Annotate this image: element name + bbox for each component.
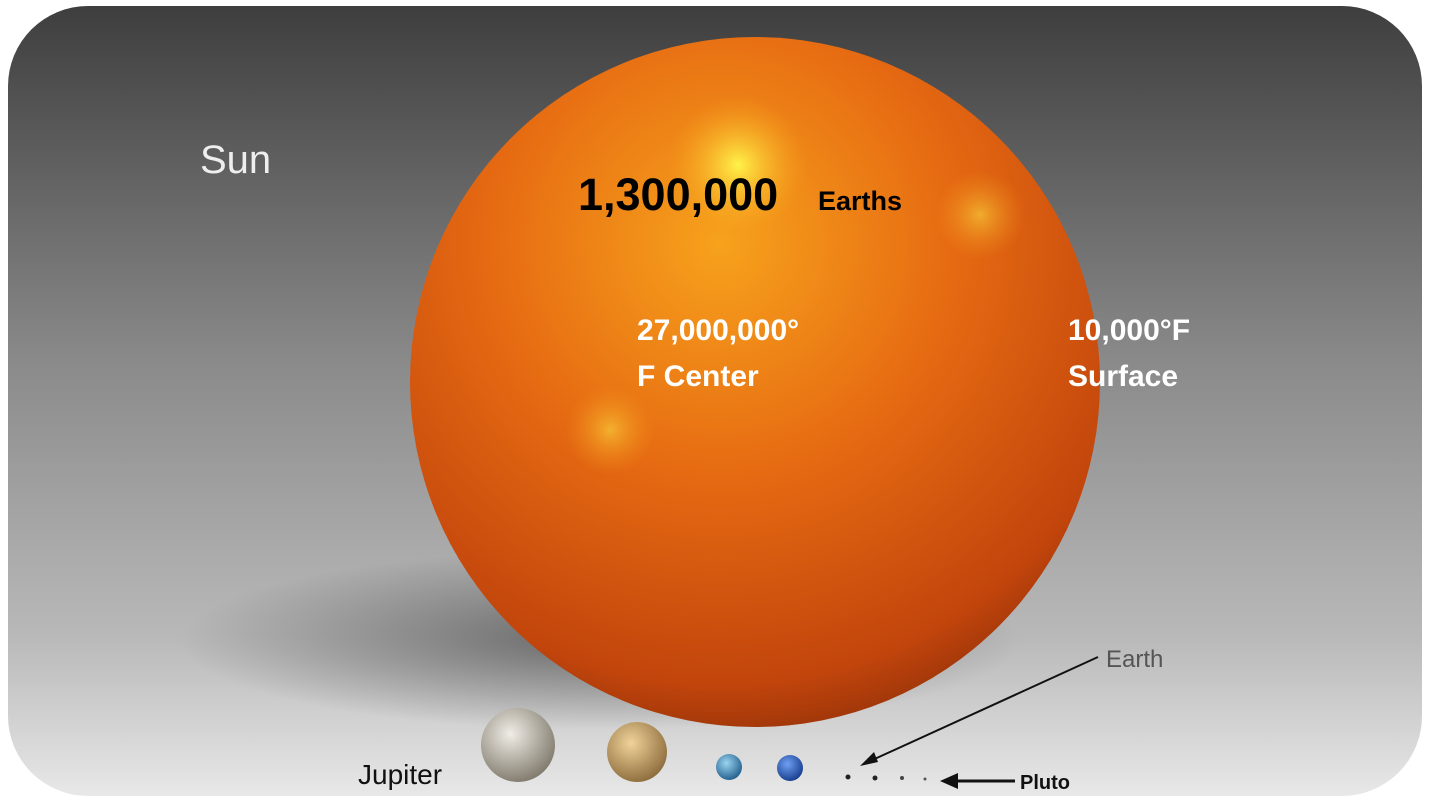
center-temp: 27,000,000° xyxy=(637,314,799,347)
uranus xyxy=(716,754,742,780)
saturn xyxy=(607,722,667,782)
earth-count: 1,300,000 xyxy=(578,169,778,220)
small-planet xyxy=(846,775,851,780)
earth-unit: Earths xyxy=(818,186,902,216)
small-planet xyxy=(873,776,878,781)
illustration: Sun 1,300,000 Earths 27,000,000° F Cente… xyxy=(0,0,1430,801)
pluto-label: Pluto xyxy=(1020,772,1070,794)
small-planet xyxy=(924,778,927,781)
earth-label: Earth xyxy=(1106,646,1163,673)
jupiter xyxy=(481,708,555,782)
neptune xyxy=(777,755,803,781)
center-temp: F Center xyxy=(637,360,759,393)
sun-hotspot xyxy=(565,385,655,475)
surface-temp: Surface xyxy=(1068,360,1178,393)
surface-temp: 10,000°F xyxy=(1068,314,1190,347)
sun-label: Sun xyxy=(200,138,271,182)
sun-hotspot xyxy=(935,170,1025,260)
small-planet xyxy=(900,776,904,780)
jupiter-label: Jupiter xyxy=(358,759,442,790)
